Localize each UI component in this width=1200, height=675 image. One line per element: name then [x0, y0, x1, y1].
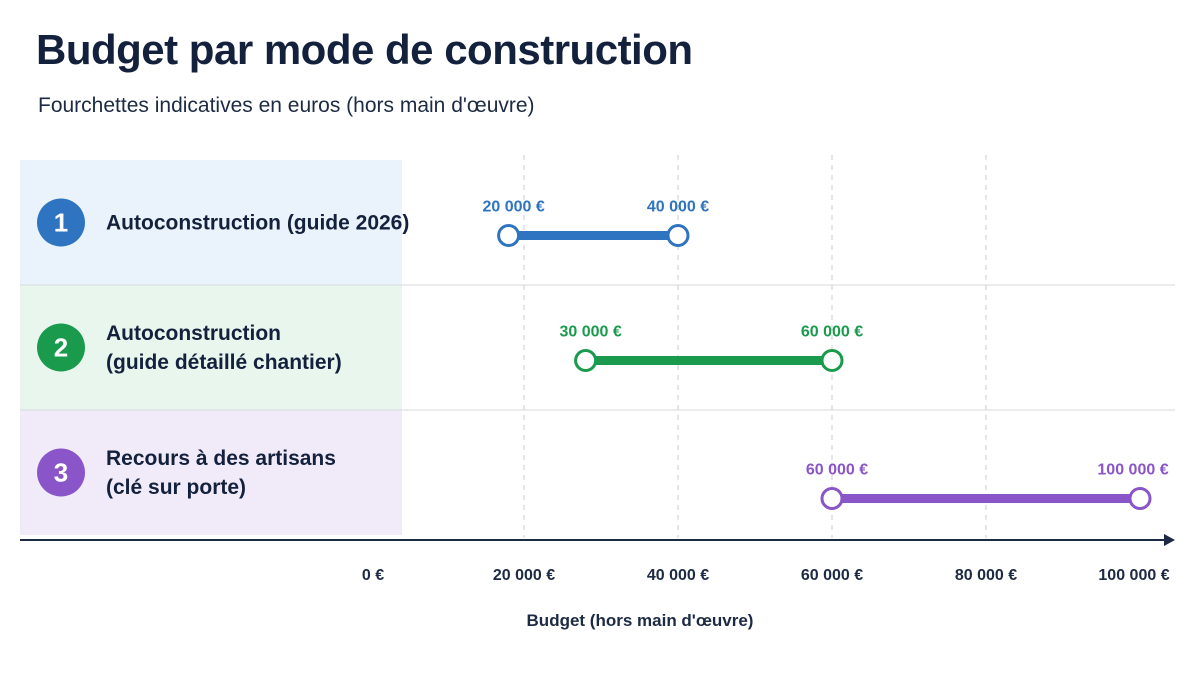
row-number-badge — [37, 323, 85, 372]
row-number: 2 — [54, 333, 68, 363]
x-tick-label: 100 000 € — [1098, 567, 1169, 584]
category-label: Autoconstruction (guide 2026) — [106, 212, 409, 235]
row-number-badge — [37, 448, 85, 497]
category-label: Autoconstruction — [106, 322, 281, 345]
row-number: 1 — [54, 208, 68, 238]
range-max-point — [820, 349, 844, 372]
range-min-point — [497, 224, 521, 247]
data-label-max: 60 000 € — [801, 324, 863, 341]
range-min-point — [820, 487, 844, 510]
range-max-point — [666, 224, 690, 247]
data-label-max: 40 000 € — [647, 199, 709, 216]
x-tick-label: 0 € — [362, 567, 384, 584]
row-number: 3 — [54, 458, 68, 488]
x-axis-title: Budget (hors main d'œuvre) — [527, 611, 754, 630]
data-label-min: 30 000 € — [559, 324, 621, 341]
data-label-max: 100 000 € — [1097, 462, 1168, 479]
range-min-point — [574, 349, 598, 372]
x-tick-label: 20 000 € — [493, 567, 555, 584]
x-axis-arrow — [1164, 534, 1175, 546]
chart-subtitle: Fourchettes indicatives en euros (hors m… — [38, 94, 535, 117]
x-tick-label: 60 000 € — [801, 567, 863, 584]
x-tick-label: 40 000 € — [647, 567, 709, 584]
row-number-badge — [37, 198, 85, 247]
category-label: (clé sur porte) — [106, 476, 246, 499]
x-tick-label: 80 000 € — [955, 567, 1017, 584]
data-label-min: 20 000 € — [482, 199, 544, 216]
chart-title: Budget par mode de construction — [36, 26, 693, 73]
range-max-point — [1128, 487, 1152, 510]
data-label-min: 60 000 € — [806, 462, 868, 479]
category-label: (guide détaillé chantier) — [106, 351, 342, 374]
category-label: Recours à des artisans — [106, 447, 336, 470]
